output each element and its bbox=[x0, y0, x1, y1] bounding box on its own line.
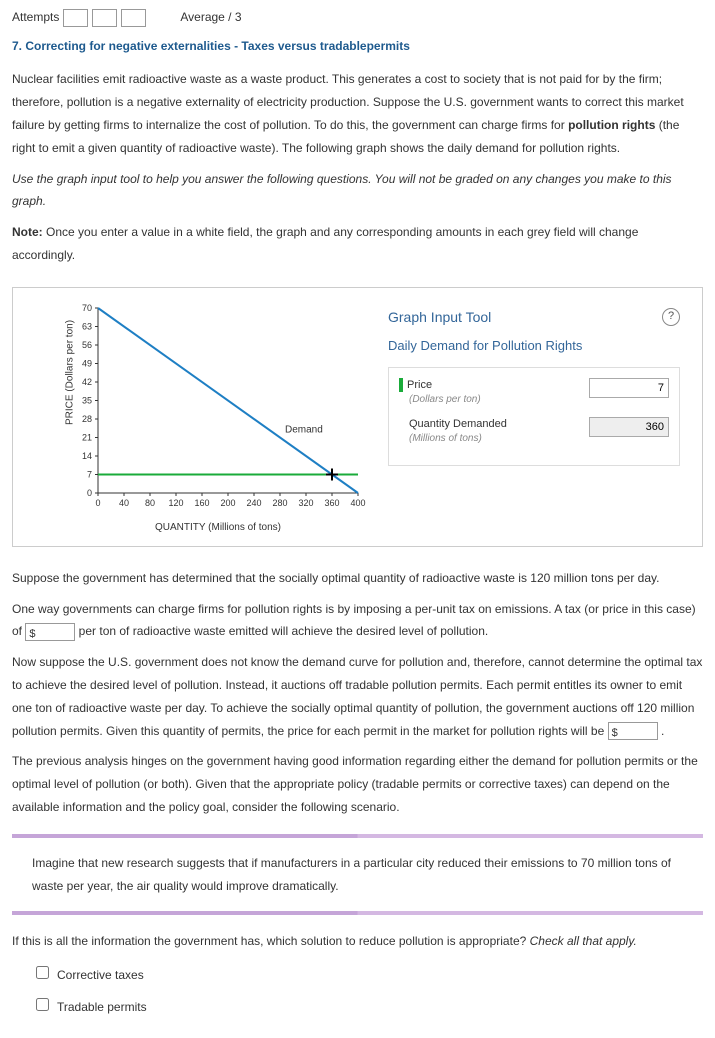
svg-text:320: 320 bbox=[298, 498, 313, 508]
svg-text:49: 49 bbox=[82, 358, 92, 368]
svg-text:40: 40 bbox=[119, 498, 129, 508]
qty-row: Quantity Demanded (Millions of tons) bbox=[399, 417, 669, 446]
svg-text:0: 0 bbox=[87, 488, 92, 498]
tool-title: Graph Input Tool bbox=[388, 306, 491, 328]
price-marker-icon bbox=[399, 378, 403, 392]
svg-text:400: 400 bbox=[350, 498, 365, 508]
price-input[interactable] bbox=[589, 378, 669, 398]
scenario-text: Imagine that new research suggests that … bbox=[12, 838, 703, 912]
attempts-label: Attempts bbox=[12, 8, 59, 27]
tool-side: Graph Input Tool ? Daily Demand for Poll… bbox=[388, 298, 692, 536]
svg-text:56: 56 bbox=[82, 340, 92, 350]
qty-sub: (Millions of tons) bbox=[409, 433, 482, 444]
input-group: Price (Dollars per ton) Quantity Demande… bbox=[388, 367, 680, 466]
price-sub: (Dollars per ton) bbox=[409, 394, 481, 405]
note-text: Once you enter a value in a white field,… bbox=[12, 225, 638, 262]
qty-label: Quantity Demanded bbox=[409, 418, 507, 430]
svg-text:63: 63 bbox=[82, 321, 92, 331]
average-label: Average / 3 bbox=[180, 8, 241, 27]
x-axis-label: QUANTITY (Millions of tons) bbox=[68, 520, 368, 536]
price-row: Price (Dollars per ton) bbox=[399, 378, 669, 407]
svg-text:360: 360 bbox=[324, 498, 339, 508]
scenario-box: Imagine that new research suggests that … bbox=[12, 834, 703, 916]
svg-text:160: 160 bbox=[194, 498, 209, 508]
daily-demand-title: Daily Demand for Pollution Rights bbox=[388, 336, 680, 357]
q-permit: Now suppose the U.S. government does not… bbox=[12, 651, 703, 742]
help-icon[interactable]: ? bbox=[662, 308, 680, 326]
svg-text:70: 70 bbox=[82, 303, 92, 313]
graph-container: PRICE (Dollars per ton) 0714212835424956… bbox=[12, 287, 703, 547]
q-tax: One way governments can charge firms for… bbox=[12, 598, 703, 644]
svg-text:14: 14 bbox=[82, 451, 92, 461]
tool-header: Graph Input Tool ? bbox=[388, 306, 680, 328]
qty-label-wrap: Quantity Demanded (Millions of tons) bbox=[399, 417, 589, 446]
q-info: The previous analysis hinges on the gove… bbox=[12, 750, 703, 818]
q-tax-b: per ton of radioactive waste emitted wil… bbox=[75, 624, 488, 638]
check-q-b: Check all that apply. bbox=[530, 934, 637, 948]
chart-svg[interactable]: 0 7 14 21 28 35 42 49 56 63 70 0 40 80 120 160 200 240 280… bbox=[68, 298, 368, 518]
chart-side: PRICE (Dollars per ton) 0714212835424956… bbox=[23, 298, 368, 536]
note-paragraph: Note: Once you enter a value in a white … bbox=[12, 221, 703, 267]
check-q-a: If this is all the information the gover… bbox=[12, 934, 530, 948]
svg-text:240: 240 bbox=[246, 498, 261, 508]
price-label: Price bbox=[407, 379, 432, 391]
svg-text:28: 28 bbox=[82, 414, 92, 424]
check-row-1: Corrective taxes bbox=[32, 963, 703, 985]
svg-text:35: 35 bbox=[82, 395, 92, 405]
attempt-box-1 bbox=[63, 9, 88, 27]
svg-text:21: 21 bbox=[82, 432, 92, 442]
svg-text:80: 80 bbox=[145, 498, 155, 508]
price-label-wrap: Price (Dollars per ton) bbox=[399, 378, 589, 407]
chart-box: 0 7 14 21 28 35 42 49 56 63 70 0 40 80 120 160 200 240 280… bbox=[68, 298, 368, 518]
attempt-box-3 bbox=[121, 9, 146, 27]
q-permit-b: . bbox=[658, 724, 665, 738]
svg-text:280: 280 bbox=[272, 498, 287, 508]
svg-text:200: 200 bbox=[220, 498, 235, 508]
instruction-italic: Use the graph input tool to help you ans… bbox=[12, 168, 703, 214]
q-permit-a: Now suppose the U.S. government does not… bbox=[12, 655, 702, 737]
svg-text:Demand: Demand bbox=[285, 424, 323, 435]
checkbox-tradable-permits[interactable] bbox=[36, 998, 49, 1011]
svg-text:0: 0 bbox=[95, 498, 100, 508]
intro-paragraph: Nuclear facilities emit radioactive wast… bbox=[12, 68, 703, 159]
checkbox-corrective-taxes[interactable] bbox=[36, 966, 49, 979]
opt1-label: Corrective taxes bbox=[57, 968, 144, 982]
note-bold: Note: bbox=[12, 225, 43, 239]
opt2-label: Tradable permits bbox=[57, 1000, 147, 1014]
section-title: 7. Correcting for negative externalities… bbox=[12, 37, 703, 56]
check-group: Corrective taxes Tradable permits bbox=[32, 963, 703, 1017]
intro-bold: pollution rights bbox=[568, 118, 655, 132]
qty-input bbox=[589, 417, 669, 437]
svg-text:42: 42 bbox=[82, 377, 92, 387]
tax-input[interactable]: $ bbox=[25, 623, 75, 641]
permit-input[interactable]: $ bbox=[608, 722, 658, 740]
scenario-bar-bottom bbox=[12, 911, 703, 915]
attempts-row: Attempts Average / 3 bbox=[12, 8, 703, 27]
svg-text:7: 7 bbox=[87, 469, 92, 479]
check-row-2: Tradable permits bbox=[32, 995, 703, 1017]
attempt-box-2 bbox=[92, 9, 117, 27]
q-optimal: Suppose the government has determined th… bbox=[12, 567, 703, 590]
svg-text:120: 120 bbox=[168, 498, 183, 508]
check-question: If this is all the information the gover… bbox=[12, 930, 703, 953]
